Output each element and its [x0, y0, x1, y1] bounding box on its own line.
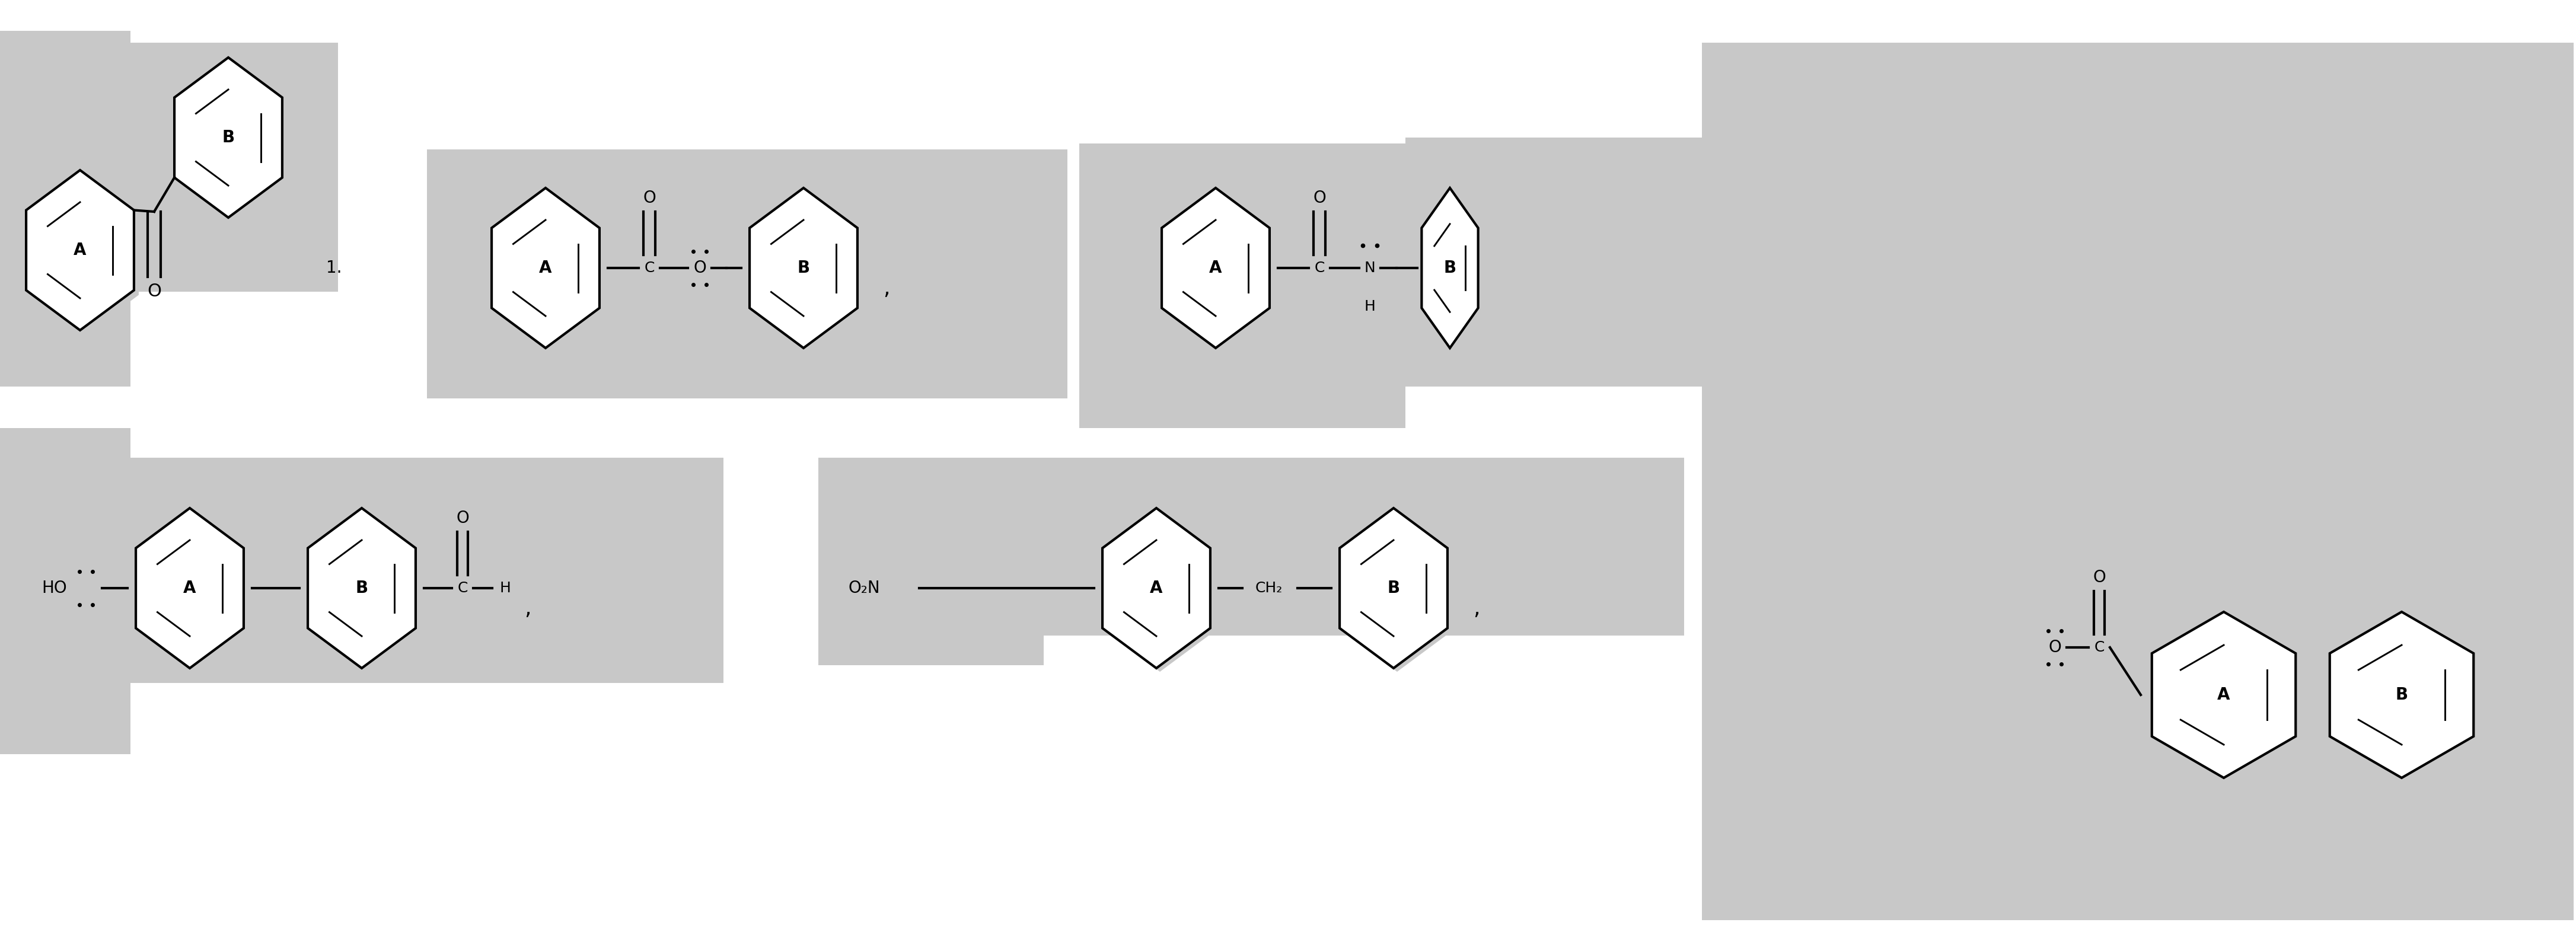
Polygon shape: [31, 175, 139, 335]
Text: O: O: [147, 283, 162, 300]
Polygon shape: [752, 191, 860, 351]
Text: O: O: [2048, 639, 2061, 656]
Polygon shape: [1342, 512, 1450, 672]
Text: HO: HO: [41, 580, 67, 596]
Text: ,: ,: [526, 598, 531, 619]
Text: CH₂: CH₂: [1255, 581, 1283, 596]
Polygon shape: [495, 191, 603, 351]
Text: C: C: [2094, 640, 2105, 654]
Polygon shape: [1340, 508, 1448, 668]
Polygon shape: [1103, 508, 1211, 668]
Bar: [131, 43, 337, 292]
Text: N: N: [1365, 261, 1376, 275]
Polygon shape: [139, 512, 247, 672]
Text: B: B: [1443, 260, 1455, 276]
Bar: [1703, 43, 2573, 920]
Polygon shape: [1425, 191, 1481, 351]
Text: A: A: [1208, 260, 1221, 276]
Polygon shape: [2329, 611, 2473, 778]
Polygon shape: [137, 508, 245, 668]
Polygon shape: [750, 188, 858, 348]
Bar: [0, 428, 131, 754]
Text: ,: ,: [1473, 598, 1481, 619]
Text: O: O: [1314, 190, 1327, 206]
Text: A: A: [183, 580, 196, 596]
Text: H: H: [500, 581, 510, 596]
Polygon shape: [2151, 611, 2295, 778]
Text: O: O: [644, 190, 657, 206]
Text: B: B: [1388, 580, 1399, 596]
Polygon shape: [1105, 512, 1213, 672]
Bar: [0, 31, 131, 387]
Bar: [1043, 458, 1685, 636]
Text: B: B: [222, 130, 234, 145]
Text: B: B: [796, 260, 809, 276]
Polygon shape: [175, 58, 283, 217]
Text: ,: ,: [884, 279, 889, 299]
Polygon shape: [1164, 191, 1273, 351]
Text: 1.: 1.: [327, 260, 343, 276]
Bar: [819, 458, 1043, 665]
Text: C: C: [459, 581, 469, 596]
Text: O₂N: O₂N: [848, 580, 881, 596]
Text: A: A: [538, 260, 551, 276]
Text: B: B: [355, 580, 368, 596]
Polygon shape: [26, 171, 134, 330]
Bar: [1406, 138, 1703, 387]
Text: C: C: [644, 261, 654, 275]
Bar: [428, 149, 1066, 398]
Polygon shape: [307, 508, 415, 668]
Polygon shape: [1422, 188, 1479, 348]
Text: A: A: [75, 242, 88, 258]
Text: H: H: [1365, 299, 1376, 314]
Text: B: B: [2396, 687, 2409, 703]
Polygon shape: [180, 62, 286, 223]
Polygon shape: [312, 512, 420, 672]
Text: A: A: [2218, 687, 2231, 703]
Bar: [131, 458, 724, 683]
Polygon shape: [1162, 188, 1270, 348]
Text: O: O: [693, 260, 706, 276]
Polygon shape: [492, 188, 600, 348]
Bar: [1079, 144, 1406, 428]
Text: C: C: [1314, 261, 1324, 275]
Text: A: A: [1149, 580, 1162, 596]
Text: O: O: [456, 510, 469, 527]
Text: O: O: [2092, 569, 2105, 585]
